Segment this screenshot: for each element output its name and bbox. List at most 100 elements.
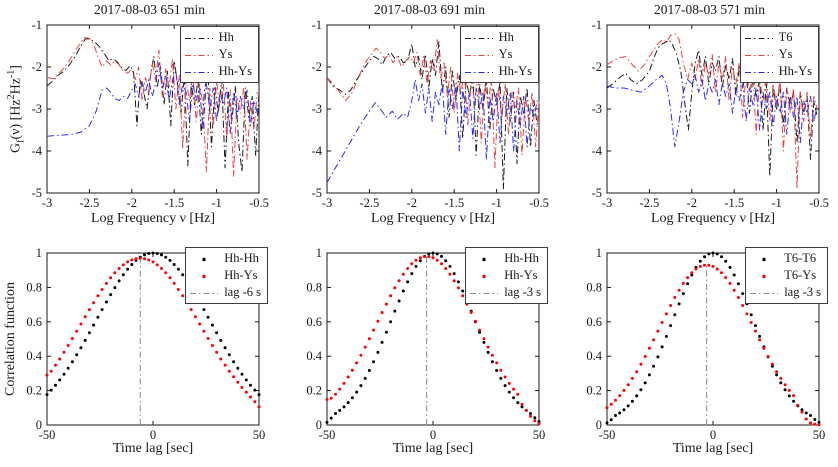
legend-item: Ys	[464, 46, 532, 63]
legend-psd-651: Hh Ys Hh-Ys	[179, 26, 259, 83]
series-dot-Hh-Ys	[482, 337, 486, 341]
legend-label: Hh	[218, 30, 234, 44]
x-tick-label: 50	[253, 428, 266, 442]
legend-label: T6	[778, 30, 793, 44]
series-dot-T6-Ys	[707, 263, 711, 267]
legend-label: Ys	[778, 47, 793, 61]
series-dot-Hh-Hh	[143, 253, 146, 257]
series-dot-Hh-Hh	[160, 253, 163, 257]
series-dot-Hh-Hh	[109, 293, 113, 297]
series-dot-Hh-Hh	[325, 420, 329, 424]
series-dot-Hh-Hh	[410, 272, 414, 276]
series-dot-T6-T6	[813, 418, 817, 421]
legend-label: Hh-Ys	[218, 64, 252, 78]
series-dot-Hh-Ys	[172, 281, 176, 285]
series-line-Hh-Ys	[606, 74, 818, 148]
x-tick-label: -1	[491, 196, 501, 210]
y-tick-label: -3	[592, 102, 602, 116]
series-dot-T6-Ys	[783, 383, 787, 387]
series-dot-T6-Ys	[711, 264, 715, 268]
series-dot-T6-Ys	[720, 271, 723, 275]
ylabel-mid2: Hz	[8, 78, 24, 95]
series-dot-Hh-Hh	[223, 346, 227, 350]
series-dot-Hh-Hh	[461, 289, 465, 293]
x-tick-label: -0.5	[809, 196, 829, 210]
series-dot-Hh-Hh	[478, 330, 482, 334]
x-tick-label: -50	[39, 428, 56, 442]
series-dot-T6-Ys	[728, 281, 732, 285]
series-line-Hh	[326, 41, 538, 190]
y-tick-label: -3	[32, 102, 42, 116]
series-dot-T6-Ys	[609, 402, 613, 406]
series-dot-Hh-Hh	[232, 360, 236, 364]
legend-item: T6-Ys	[749, 267, 821, 284]
series-dot-Hh-Ys	[151, 260, 155, 264]
series-dot-Hh-Hh	[507, 390, 511, 394]
series-dot-Hh-Ys	[329, 396, 333, 400]
legend-item: lag -3 s	[749, 284, 821, 301]
x-tick-label: 0	[710, 428, 716, 442]
series-dot-T6-Ys	[656, 329, 660, 333]
legend-line-icon	[464, 54, 493, 56]
series-dot-Hh-Ys	[401, 272, 405, 276]
series-dot-Hh-Hh	[168, 258, 172, 262]
ylabel-sup1: 2	[6, 94, 17, 100]
legend-label: T6-T6	[784, 251, 817, 265]
series-dot-Hh-Hh	[66, 366, 70, 370]
series-dot-T6-T6	[622, 408, 626, 412]
series-dot-T6-Ys	[647, 346, 651, 350]
y-tick-label: 0	[596, 418, 602, 432]
legend-item: T6	[744, 29, 812, 46]
series-dot-T6-T6	[609, 418, 613, 422]
series-dot-Hh-Ys	[79, 322, 83, 326]
x-tick-label: 50	[813, 428, 826, 442]
legend-item: Hh-Ys	[469, 267, 541, 284]
legend-item: Hh-Ys	[189, 267, 261, 284]
legend-item: Hh	[184, 29, 252, 46]
series-dot-Hh-Hh	[215, 331, 219, 335]
series-dot-Hh-Hh	[202, 308, 206, 312]
legend-item: Hh-Ys	[464, 63, 532, 80]
series-dot-T6-T6	[753, 324, 757, 328]
y-tick-label: -4	[592, 144, 603, 158]
series-dot-T6-Ys	[762, 346, 766, 350]
series-dot-Hh-Ys	[92, 301, 96, 305]
series-dot-Hh-Ys	[435, 258, 439, 262]
legend-line-icon	[744, 71, 773, 73]
legend-psd-571: T6 Ys Hh-Ys	[739, 26, 819, 83]
series-dot-Hh-Ys	[456, 286, 460, 290]
x-axis-label: Time lag [sec]	[392, 441, 474, 456]
series-dot-T6-T6	[736, 282, 740, 286]
x-tick-label: -1	[211, 196, 221, 210]
y-tick-label: -3	[312, 102, 322, 116]
series-dot-Hh-Hh	[58, 378, 62, 382]
series-dot-T6-T6	[681, 292, 685, 296]
series-dot-T6-T6	[758, 334, 762, 338]
series-dot-T6-T6	[792, 399, 796, 403]
series-dot-Hh-Hh	[380, 340, 384, 344]
series-dot-Hh-Ys	[155, 263, 159, 267]
series-dot-Hh-Hh	[121, 273, 125, 277]
plot-title-651: 2017-08-03 651 min	[94, 2, 205, 17]
series-dot-Hh-Ys	[372, 328, 376, 332]
series-dot-T6-T6	[749, 313, 753, 317]
series-dot-Hh-Ys	[380, 311, 384, 314]
series-dot-T6-Ys	[741, 304, 745, 307]
series-dot-Hh-Ys	[359, 353, 363, 357]
y-tick-label: -5	[32, 186, 42, 200]
y-tick-label: 0.2	[306, 384, 322, 398]
series-dot-Hh-Hh	[100, 308, 104, 312]
series-dot-Hh-Hh	[249, 383, 252, 387]
series-dot-T6-T6	[673, 313, 677, 317]
x-tick-label: -0.5	[529, 196, 549, 210]
series-dot-Hh-Hh	[355, 390, 359, 394]
series-dot-T6-T6	[639, 388, 643, 392]
x-tick-label: -50	[319, 428, 336, 442]
series-dot-Hh-Ys	[503, 375, 507, 379]
series-dot-Hh-Hh	[363, 376, 367, 380]
series-dot-T6-T6	[732, 273, 736, 277]
series-dot-T6-T6	[707, 252, 711, 256]
series-dot-Hh-Ys	[45, 373, 49, 377]
series-dot-Hh-Hh	[393, 309, 397, 313]
